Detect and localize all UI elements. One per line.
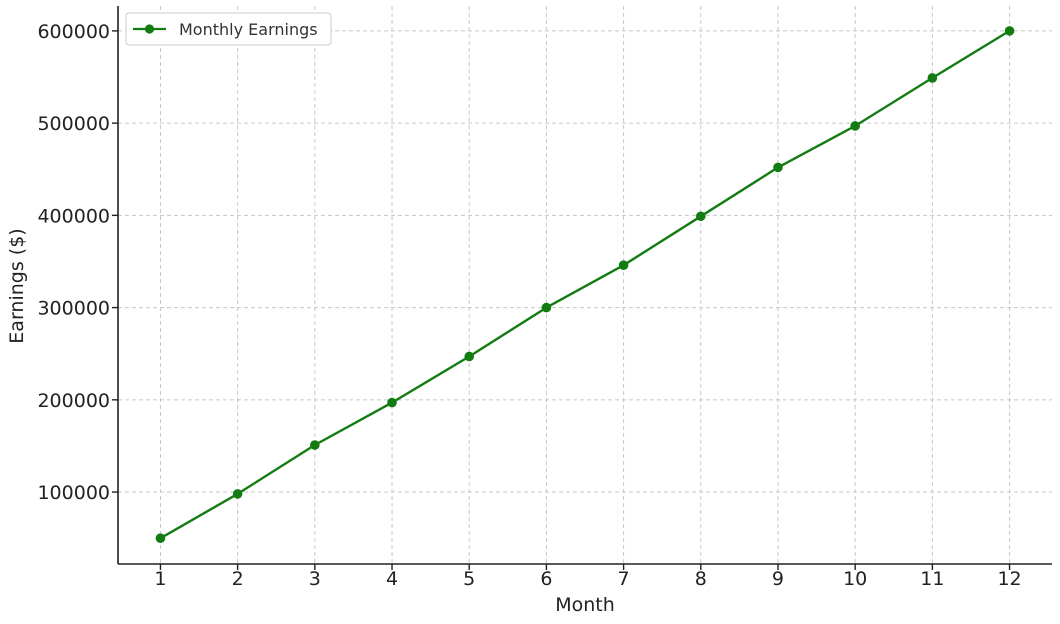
series-layer — [155, 26, 1015, 543]
grid — [118, 6, 1052, 564]
y-tick-label: 500000 — [37, 113, 110, 135]
x-tick-label: 6 — [540, 568, 552, 590]
x-tick-label: 5 — [463, 568, 475, 590]
y-tick-label: 200000 — [37, 390, 110, 412]
y-axis-label: Earnings ($) — [6, 228, 28, 343]
data-point — [232, 489, 243, 499]
x-tick-label: 9 — [772, 568, 784, 590]
y-ticks: 100000 200000 300000 400000 500000 600000 — [37, 21, 118, 504]
data-point — [541, 302, 552, 313]
data-point — [618, 260, 629, 270]
x-ticks: 1 2 3 4 5 6 7 8 9 10 11 12 — [154, 564, 1022, 590]
legend: Monthly Earnings — [125, 12, 332, 46]
legend-label: Monthly Earnings — [179, 20, 318, 39]
y-tick-label: 100000 — [37, 482, 110, 504]
data-point — [464, 351, 475, 362]
x-tick-label: 12 — [997, 568, 1021, 590]
data-point — [850, 121, 860, 131]
series-line — [159, 29, 1011, 540]
x-axis-label: Month — [555, 594, 615, 616]
y-tick-label: 600000 — [37, 21, 110, 43]
data-point — [773, 162, 783, 173]
data-point — [155, 533, 166, 543]
x-tick-label: 7 — [618, 568, 630, 590]
x-tick-label: 3 — [309, 568, 321, 590]
x-tick-label: 8 — [695, 568, 707, 590]
data-point — [387, 397, 397, 408]
x-tick-label: 10 — [843, 568, 867, 590]
y-tick-label: 300000 — [37, 298, 110, 320]
legend-marker-swatch — [144, 24, 155, 34]
axes — [117, 6, 1052, 565]
legend-box — [125, 12, 332, 46]
x-tick-label: 2 — [232, 568, 244, 590]
data-point — [310, 440, 320, 450]
data-point — [1004, 26, 1015, 36]
x-tick-label: 11 — [920, 568, 944, 590]
data-point — [927, 73, 938, 83]
x-tick-label: 4 — [386, 568, 398, 590]
data-point — [695, 211, 706, 222]
y-tick-label: 400000 — [37, 205, 110, 227]
x-tick-label: 1 — [154, 568, 166, 590]
